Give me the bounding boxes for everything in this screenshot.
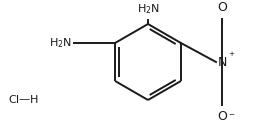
Text: H$_2$N: H$_2$N [136,2,160,16]
Text: O: O [217,110,227,120]
Text: N: N [217,55,227,69]
Text: O: O [217,1,227,14]
Text: H$_2$N: H$_2$N [49,36,72,50]
Text: Cl$\mathbf{—}$H: Cl$\mathbf{—}$H [8,93,39,105]
Text: $^+$: $^+$ [227,51,235,61]
Text: $^-$: $^-$ [227,112,235,120]
